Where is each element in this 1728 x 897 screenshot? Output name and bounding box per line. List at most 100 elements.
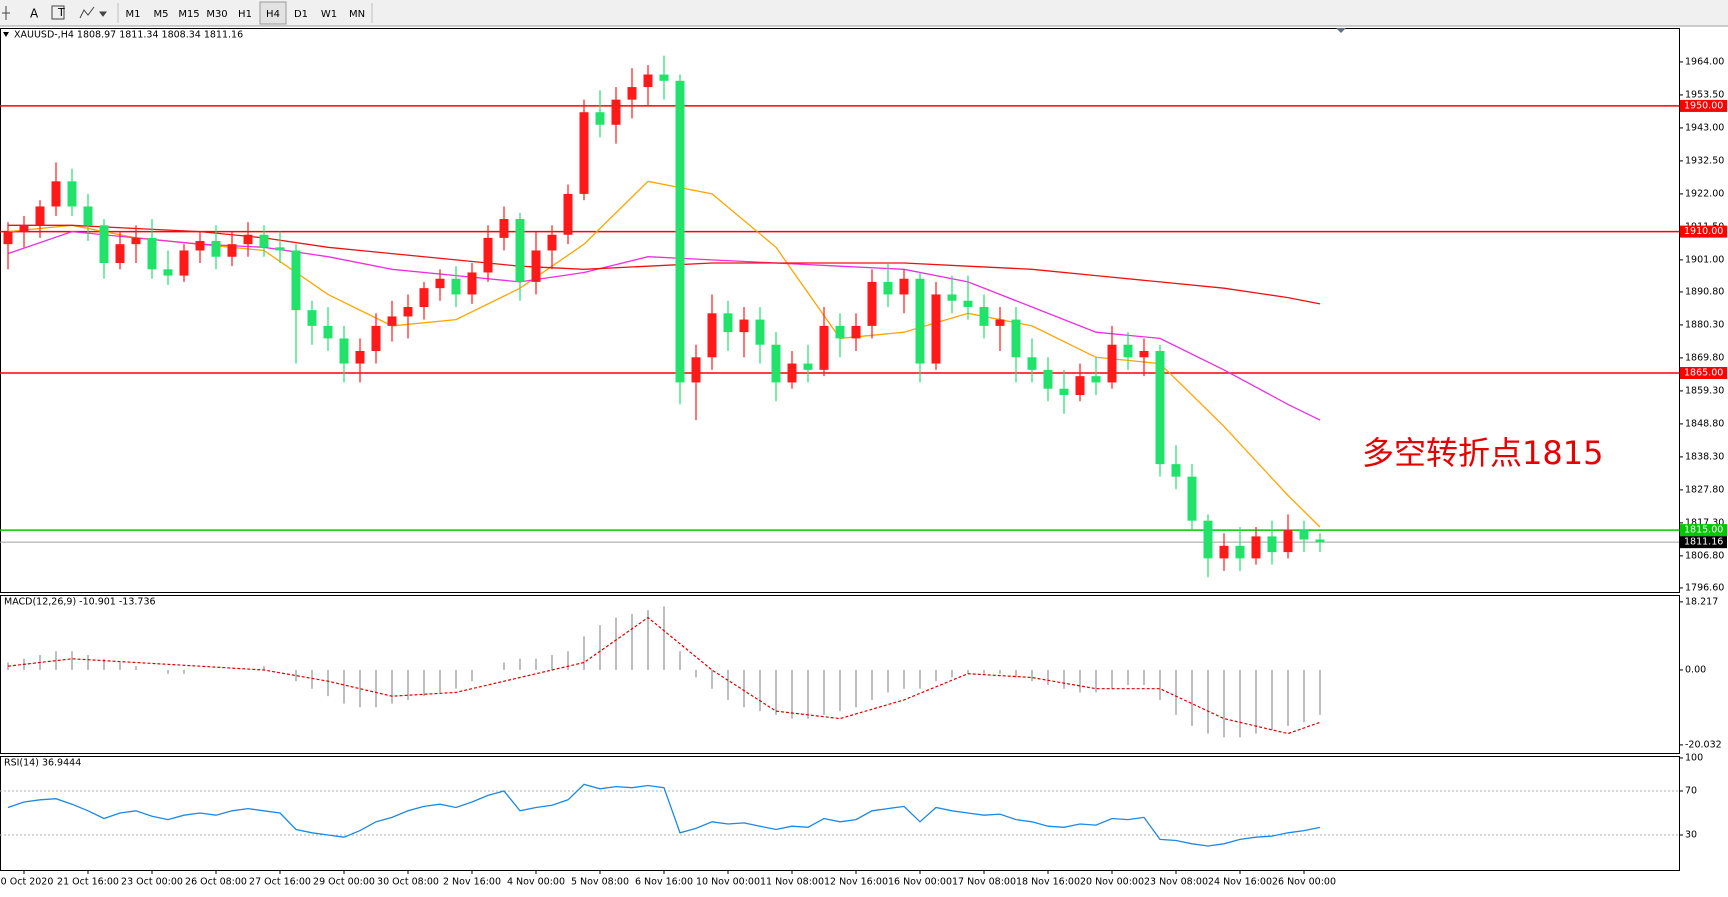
tool-text-icon[interactable]: T	[57, 6, 65, 19]
candle-body	[1043, 369, 1053, 389]
y-tick-label: 1806.80	[1685, 550, 1724, 561]
x-tick-label: 23 Nov 08:00	[1144, 877, 1208, 888]
candle-body	[387, 316, 397, 326]
candle-body	[739, 319, 749, 333]
x-tick-label: 26 Nov 00:00	[1272, 877, 1336, 888]
panel-title: MACD(12,26,9) -10.901 -13.736	[4, 597, 156, 608]
macd-signal	[7, 616, 1321, 735]
active-button	[259, 1, 287, 25]
candle-body	[83, 206, 93, 226]
timeframe-button[interactable]: MN	[349, 9, 365, 20]
candle-body	[963, 300, 973, 308]
candle-body	[1251, 536, 1261, 559]
y-tick-label: 0.00	[1685, 664, 1706, 675]
candle-body	[659, 74, 669, 81]
candle-body	[627, 87, 637, 100]
candle-body	[1123, 344, 1133, 358]
timeframe-button[interactable]: H4	[266, 9, 280, 20]
candle-body	[707, 313, 717, 358]
x-tick-label: 27 Oct 16:00	[249, 877, 311, 888]
y-tick-label: 1848.80	[1685, 418, 1724, 429]
x-tick-label: 20 Oct 2020	[0, 877, 53, 888]
candle-body	[979, 307, 989, 326]
timeframe-button[interactable]: M15	[178, 9, 199, 20]
candle-body	[435, 278, 445, 289]
candle-body	[595, 112, 605, 125]
y-tick-label: 1880.30	[1685, 319, 1724, 330]
candle-body	[819, 325, 829, 370]
y-tick-label: 1943.00	[1685, 122, 1724, 133]
timeframe-button[interactable]: M1	[126, 9, 141, 20]
x-tick-label: 2 Nov 16:00	[443, 877, 501, 888]
tool-text[interactable]: A	[30, 7, 39, 21]
price-label: 1815.00	[1684, 525, 1723, 536]
candle-body	[227, 244, 237, 257]
price-label: 1811.16	[1684, 537, 1723, 548]
y-tick-label: 100	[1685, 752, 1703, 763]
x-tick-label: 21 Oct 16:00	[57, 877, 119, 888]
x-tick-label: 17 Nov 08:00	[952, 877, 1016, 888]
x-tick-label: 23 Oct 00:00	[121, 877, 183, 888]
candle-body	[67, 181, 77, 207]
y-tick-label: 1932.50	[1685, 155, 1724, 166]
candle-body	[1235, 545, 1245, 559]
candle-body	[1315, 539, 1325, 543]
candle-body	[1219, 545, 1229, 559]
candle-body	[787, 363, 797, 383]
candle-body	[1203, 520, 1213, 559]
candle-body	[883, 281, 893, 295]
candle-body	[1059, 388, 1069, 395]
annotation: 多空转折点1815	[1362, 434, 1603, 472]
y-tick-label: 1817.30	[1685, 517, 1724, 528]
y-tick-label: 1796.60	[1685, 582, 1724, 593]
plot: 1964.001953.501943.001932.501922.001911.…	[0, 28, 1727, 888]
candle-body	[771, 344, 781, 383]
candle-body	[99, 225, 109, 264]
price-label-box	[1680, 366, 1727, 379]
candle-body	[563, 193, 573, 235]
candle-body	[803, 363, 813, 370]
y-tick-label: 1964.00	[1685, 56, 1724, 67]
candle-body	[851, 325, 861, 339]
price-label-box	[1680, 536, 1727, 549]
candle-body	[483, 237, 493, 273]
toolbar-icons	[2, 3, 373, 23]
candle-body	[211, 241, 221, 257]
candle-body	[579, 112, 589, 194]
candle-body	[515, 219, 525, 282]
candle-body	[1155, 351, 1165, 465]
candle-body	[1171, 464, 1181, 477]
candle-body	[931, 294, 941, 364]
x-tick-label: 11 Nov 08:00	[760, 877, 824, 888]
candle-body	[867, 281, 877, 326]
candle-body	[467, 272, 477, 295]
candle-body	[323, 325, 333, 339]
timeframe-button[interactable]: D1	[294, 9, 308, 20]
y-tick-label: 1869.80	[1685, 352, 1724, 363]
price-label-box	[1680, 225, 1727, 238]
timeframe-button[interactable]: H1	[238, 9, 252, 20]
candle-body	[499, 219, 509, 238]
timeframe-button[interactable]: W1	[321, 9, 337, 20]
candle-body	[899, 278, 909, 295]
candle-body	[755, 319, 765, 345]
y-tick-label: 1890.80	[1685, 286, 1724, 297]
candle-body	[723, 313, 733, 333]
candle-body	[675, 80, 685, 383]
candle-body	[147, 237, 157, 270]
price-label: 1910.00	[1684, 226, 1723, 237]
candle-body	[419, 288, 429, 308]
timeframe-button[interactable]: M5	[154, 9, 169, 20]
x-tick-label: 4 Nov 00:00	[507, 877, 565, 888]
candle-body	[1011, 319, 1021, 358]
candle-body	[1267, 536, 1277, 553]
panel-frame	[0, 28, 1680, 593]
candle-body	[19, 225, 29, 232]
candle-body	[1139, 351, 1149, 358]
candle-body	[51, 181, 61, 207]
y-tick-label: 1859.30	[1685, 385, 1724, 396]
timeframe-button[interactable]: M30	[206, 9, 227, 20]
y-tick-label: 1838.30	[1685, 451, 1724, 462]
candle-body	[1027, 357, 1037, 370]
